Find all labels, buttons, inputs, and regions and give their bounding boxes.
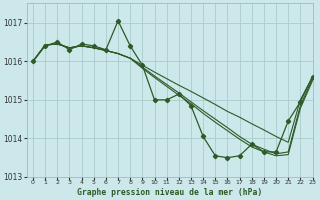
X-axis label: Graphe pression niveau de la mer (hPa): Graphe pression niveau de la mer (hPa) <box>77 188 262 197</box>
